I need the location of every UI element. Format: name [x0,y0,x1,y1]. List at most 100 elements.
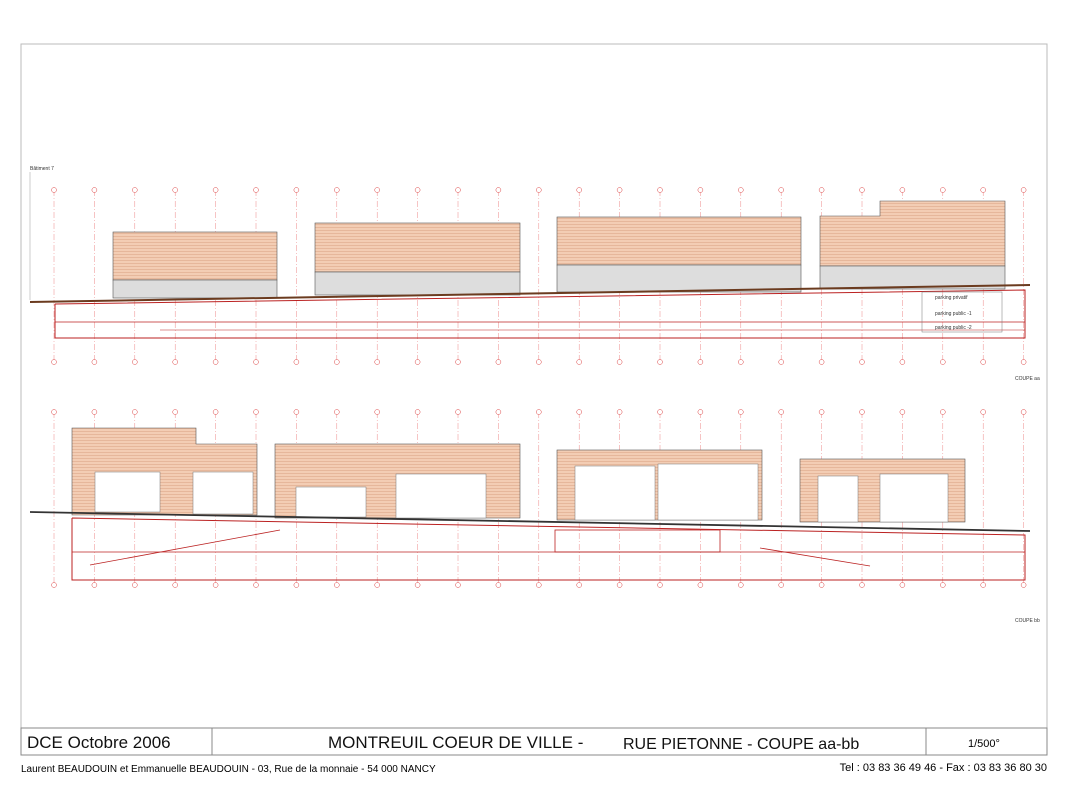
grid-axis [576,409,582,415]
grid-axis [657,409,663,415]
grid-axis [334,187,340,193]
grid-axis [536,582,542,588]
grid-axis [1020,187,1027,193]
grid-axis [253,359,259,365]
grid-axis [172,359,178,365]
contact: Tel : 03 83 36 49 46 - Fax : 03 83 36 80… [840,762,1047,774]
building-label: Bâtiment 7 [30,166,54,172]
grid-axis [132,359,138,365]
grid-axis [132,187,138,193]
title-block: DCE Octobre 2006 MONTREUIL COEUR DE VILL… [20,727,1048,756]
parking-label: parking public -1 [935,311,972,317]
grid-axis [899,359,906,365]
grid-axis [455,409,461,415]
grid-axis [980,187,986,193]
grid-axis [778,187,784,193]
section-bb: COUPE bb [29,427,1040,624]
grid-axis [495,409,502,415]
grid-axis [697,409,704,415]
grid-axis [536,187,542,193]
grid-axis [334,359,340,365]
grid-axis [414,409,421,415]
grid-axis [536,359,542,365]
grid-axis [859,187,865,193]
section-aa: Bâtiment 7 parking privatif parking publ… [29,166,1040,382]
grid-axis [859,359,865,365]
grid-axis [51,187,57,193]
grid-axis [697,582,704,588]
grid-axis [576,359,582,365]
grid-axis [253,187,259,193]
grid-axis [657,359,663,365]
grid-axis [51,359,57,365]
grid-axis [778,359,784,365]
grid-axis [293,359,300,365]
grid-axis [414,582,421,588]
phase: DCE Octobre 2006 [27,733,171,752]
grid-axis [980,409,986,415]
grid-axis [455,582,461,588]
grid-axis [738,582,744,588]
grid-axis [778,582,784,588]
grid-axis [91,187,98,193]
sheet-frame [20,43,1048,756]
grid-axis [374,187,380,193]
scale: 1/500° [968,738,1000,750]
grid-axis [940,582,946,588]
grid-axis [374,582,380,588]
grid-axis [616,359,623,365]
grid-axis [334,409,340,415]
grid-axis [495,187,502,193]
grid-axis [980,359,986,365]
grid-axis [414,187,421,193]
grid-axis [172,187,178,193]
grid-axis [253,409,259,415]
grid-axis [899,582,906,588]
grid-axis [859,582,865,588]
architects: Laurent BEAUDOUIN et Emmanuelle BEAUDOUI… [21,764,436,775]
section-caption: COUPE bb [1015,618,1040,624]
grid-axis [818,359,825,365]
grid-axis [859,409,865,415]
grid-axis [132,582,138,588]
grid-axis [738,187,744,193]
grid-axis [818,409,825,415]
grid-axis [940,187,946,193]
grid-axis [940,409,946,415]
parking-label: parking privatif [935,295,968,301]
grid-axis [91,582,98,588]
grid-axis [212,409,219,415]
project-title: MONTREUIL COEUR DE VILLE - [328,733,583,752]
sheet-title: RUE PIETONNE - COUPE aa-bb [623,736,859,753]
grid-axis [657,187,663,193]
grid-axis [1020,409,1027,415]
grid-axis [616,582,623,588]
grid-axis [1020,582,1027,588]
grid-axis [940,359,946,365]
grid-axis [414,359,421,365]
grid-axis [293,582,300,588]
grid-axis [899,409,906,415]
grid-axis [293,187,300,193]
grid-axis [455,359,461,365]
grid-axis [374,359,380,365]
grid-axis [212,359,219,365]
grid-axis [657,582,663,588]
grid-axis [212,187,219,193]
grid-axis [576,582,582,588]
parking-label: parking public -2 [935,325,972,331]
grid-axis [51,582,57,588]
grid-axis [91,409,98,415]
grid-axis [253,582,259,588]
grid-lines [51,187,1027,588]
grid-axis [697,359,704,365]
grid-axis [616,409,623,415]
section-caption: COUPE aa [1015,376,1040,382]
grid-axis [536,409,542,415]
grid-axis [818,187,825,193]
grid-axis [293,409,300,415]
grid-axis [738,359,744,365]
grid-axis [616,187,623,193]
grid-axis [697,187,704,193]
